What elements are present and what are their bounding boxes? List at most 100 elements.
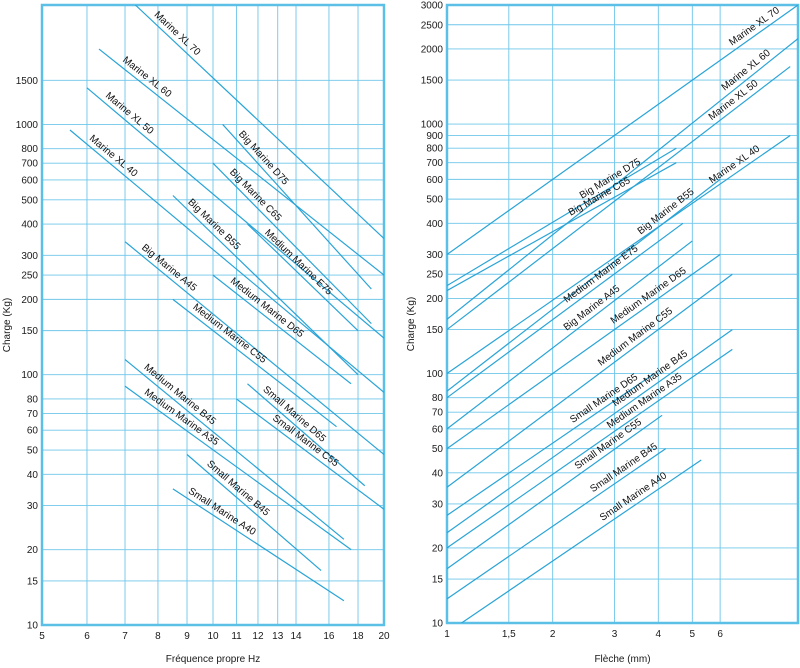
series-line <box>212 274 352 385</box>
series-line <box>447 134 791 375</box>
plot-frame <box>445 3 800 625</box>
series-line <box>447 5 798 255</box>
series-line <box>236 398 384 510</box>
y-tick-label: 300 <box>21 251 38 262</box>
x-tick-label: 14 <box>290 631 302 642</box>
series-line <box>447 162 677 292</box>
y-tick-label: 150 <box>21 326 38 337</box>
y-tick-label: 200 <box>426 294 443 305</box>
series-line <box>447 273 733 488</box>
y-tick-label: 40 <box>27 470 39 481</box>
y-tick-label: 500 <box>21 195 38 206</box>
x-axis-label: Flèche (mm) <box>594 654 650 665</box>
series-line <box>447 373 655 516</box>
y-tick-label: 1000 <box>16 120 39 131</box>
series-line <box>447 66 791 331</box>
y-tick-label: 50 <box>432 444 444 455</box>
series-line <box>447 448 667 600</box>
y-tick-label: 20 <box>432 543 444 554</box>
y-tick-label: 30 <box>432 499 444 510</box>
y-tick-label: 800 <box>21 144 38 155</box>
y-tick-label: 500 <box>426 195 443 206</box>
x-tick-label: 7 <box>122 631 128 642</box>
frequency-chart: 5 6 7 8 9 10 11 12 13 14 16 18 20 10 15 20 30 40 50 60 70 80 1… <box>2 3 390 665</box>
x-tick-label: 3 <box>612 629 618 640</box>
y-tick-label: 200 <box>21 295 38 306</box>
series-line <box>461 459 702 623</box>
y-tick-label: 400 <box>21 220 38 231</box>
x-tick-label: 18 <box>352 631 364 642</box>
series-line <box>447 38 798 320</box>
y-tick-label: 100 <box>426 369 443 380</box>
y-tick-label: 30 <box>27 501 39 512</box>
plot-frame <box>40 3 386 627</box>
series-label: Medium Marine C55 <box>190 302 268 366</box>
y-tick-label: 250 <box>21 271 38 282</box>
y-axis-label: Charge (Kg) <box>2 298 13 352</box>
series-line <box>124 241 384 455</box>
series-label: Marine XL 40 <box>87 133 140 180</box>
series-line <box>447 348 733 549</box>
series-line <box>447 147 677 287</box>
series-label: Marine XL 60 <box>120 55 173 101</box>
y-tick-label: 10 <box>27 621 39 632</box>
x-tick-label: 11 <box>231 631 242 642</box>
x-axis-label: Fréquence propre Hz <box>166 654 261 665</box>
y-tick-label: 250 <box>426 270 443 281</box>
series-label: Big Marine B55 <box>636 186 697 237</box>
y-tick-label: 400 <box>426 219 443 230</box>
y-tick-label: 60 <box>27 426 39 437</box>
series-line <box>172 298 337 428</box>
series-label: Big Marine A45 <box>139 242 199 294</box>
y-tick-label: 800 <box>426 144 443 155</box>
x-tick-label: 5 <box>690 629 696 640</box>
x-tick-label: 6 <box>717 629 723 640</box>
y-axis-label: Charge (Kg) <box>406 297 417 351</box>
x-tick-label: 8 <box>155 631 161 642</box>
y-tick-label: 60 <box>432 424 444 435</box>
x-tick-label: 2 <box>550 629 556 640</box>
x-tick-label: 13 <box>272 631 284 642</box>
series-line <box>172 488 345 602</box>
series-line <box>447 240 693 430</box>
y-tick-label: 50 <box>27 446 39 457</box>
y-tick-label: 700 <box>426 158 443 169</box>
x-tick-label: 16 <box>323 631 335 642</box>
y-tick-label: 40 <box>432 468 444 479</box>
series-line <box>134 5 384 239</box>
series-line <box>69 129 384 393</box>
y-tick-label: 70 <box>27 409 39 420</box>
x-tick-label: 20 <box>378 631 390 642</box>
series-line <box>212 162 372 325</box>
series-line <box>447 329 733 534</box>
series-line <box>172 195 359 376</box>
series-label: Big Marine B55 <box>185 197 242 253</box>
y-tick-label: 900 <box>426 131 443 142</box>
series-line <box>124 385 352 551</box>
x-tick-label: 10 <box>207 631 219 642</box>
x-tick-label: 1,5 <box>502 629 516 640</box>
y-tick-label: 10 <box>432 619 444 630</box>
y-tick-label: 600 <box>21 175 38 186</box>
y-tick-label: 2500 <box>421 20 444 31</box>
x-tick-label: 1 <box>444 629 450 640</box>
y-tick-label: 2000 <box>421 44 444 55</box>
y-tick-label: 3000 <box>421 1 444 12</box>
series-line <box>186 454 322 572</box>
series-label: Medium Marine E75 <box>262 227 334 297</box>
y-tick-label: 600 <box>426 175 443 186</box>
y-tick-label: 1000 <box>421 120 444 131</box>
y-tick-label: 1500 <box>421 76 444 87</box>
series-label: Marine XL 50 <box>103 90 156 137</box>
y-tick-label: 70 <box>432 408 444 419</box>
series-line <box>98 48 384 276</box>
y-tick-label: 100 <box>21 370 38 381</box>
y-tick-label: 15 <box>27 576 39 587</box>
y-tick-label: 150 <box>426 325 443 336</box>
y-tick-label: 20 <box>27 545 39 556</box>
x-tick-label: 6 <box>84 631 90 642</box>
x-tick-label: 5 <box>39 631 45 642</box>
series-line <box>447 222 684 399</box>
series-line <box>247 223 359 332</box>
